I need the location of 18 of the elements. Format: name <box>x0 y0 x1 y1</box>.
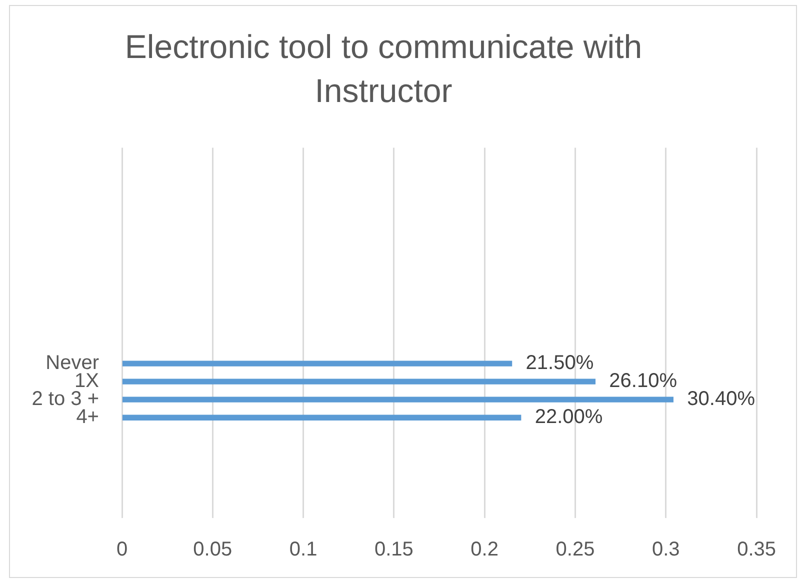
chart-frame: Electronic tool to communicate with Instructor 0 0.05 0.1 0.15 0.2 0.25 0.3 0.35 Never 1X 2 to 3 + 4+ 21.50% 26.10% 30.40% 22.00% <box>9 5 797 578</box>
data-label: 22.00% <box>534 406 603 428</box>
x-tick-label: 0.3 <box>652 538 680 561</box>
x-tick-label: 0.25 <box>556 538 595 561</box>
x-tick-label: 0.15 <box>374 538 414 561</box>
bar <box>122 378 596 384</box>
bar <box>122 396 674 402</box>
chart-title: Electronic tool to communicate with Instructor <box>124 28 642 109</box>
data-label: 30.40% <box>687 388 756 410</box>
x-tick-label: 0.1 <box>289 538 318 561</box>
x-tick-label: 0.35 <box>737 538 776 561</box>
bar <box>122 414 522 420</box>
data-label: 26.10% <box>609 370 678 392</box>
data-label: 21.50% <box>526 352 594 374</box>
bar <box>122 360 512 366</box>
x-tick-label: 0.2 <box>470 538 498 561</box>
x-tick-label: 0 <box>116 538 128 561</box>
x-tick-label: 0.05 <box>193 538 232 561</box>
